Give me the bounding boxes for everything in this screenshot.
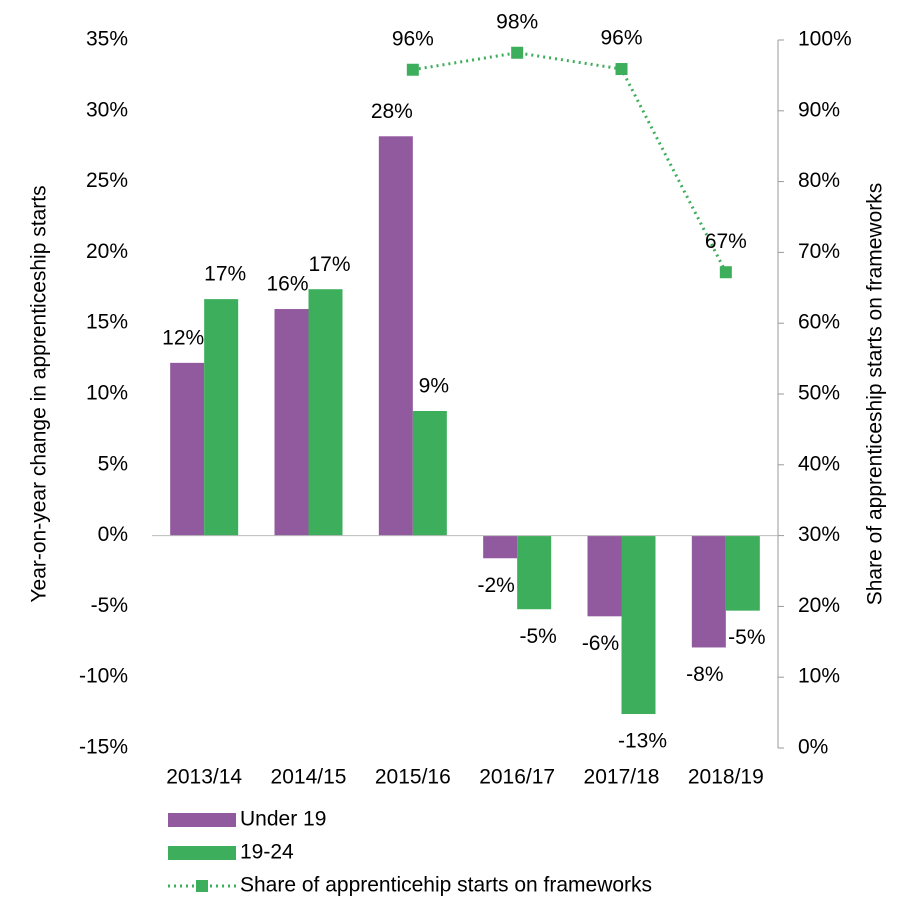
line-marker bbox=[406, 63, 419, 76]
bar bbox=[725, 535, 760, 611]
x-tick-label: 2017/18 bbox=[584, 766, 660, 789]
y2-tick-label: 90% bbox=[798, 98, 840, 121]
y2-tick-label: 80% bbox=[798, 169, 840, 192]
line bbox=[412, 51, 728, 273]
bar bbox=[378, 136, 413, 536]
y2-tick-label: 20% bbox=[798, 594, 840, 617]
y-tick-label: 10% bbox=[86, 382, 128, 405]
data-label: -6% bbox=[582, 632, 619, 655]
line-marker bbox=[511, 46, 524, 59]
y-tick-label: -10% bbox=[79, 665, 128, 688]
line-marker bbox=[615, 63, 628, 76]
legend-label: 19-24 bbox=[240, 841, 294, 864]
legend-swatch bbox=[168, 846, 236, 860]
y2-tick-label: 10% bbox=[798, 665, 840, 688]
legend-label: Under 19 bbox=[240, 808, 326, 831]
data-label: 98% bbox=[496, 10, 538, 33]
data-label: 67% bbox=[705, 230, 747, 253]
data-label: 12% bbox=[162, 326, 204, 349]
data-label: 17% bbox=[204, 263, 246, 286]
data-label: -5% bbox=[728, 626, 765, 649]
bar bbox=[274, 309, 309, 536]
data-label: 96% bbox=[392, 27, 434, 50]
data-label: 9% bbox=[419, 375, 449, 398]
data-label: -2% bbox=[477, 574, 514, 597]
y-tick-label: 15% bbox=[86, 311, 128, 334]
x-tick-label: 2013/14 bbox=[166, 766, 242, 789]
bar bbox=[170, 362, 205, 536]
y2-tick-label: 50% bbox=[798, 382, 840, 405]
data-label: 96% bbox=[600, 27, 642, 50]
data-label: -8% bbox=[686, 663, 723, 686]
y-tick-label: 5% bbox=[98, 452, 128, 475]
legend-label: Share of apprenticehip starts on framewo… bbox=[240, 874, 652, 897]
y2-tick-label: 30% bbox=[798, 523, 840, 546]
x-tick-label: 2014/15 bbox=[271, 766, 347, 789]
data-label: -5% bbox=[519, 625, 556, 648]
bar bbox=[412, 410, 447, 536]
y-tick-label: 20% bbox=[86, 240, 128, 263]
y-tick-label: 25% bbox=[86, 169, 128, 192]
line-marker bbox=[719, 266, 732, 279]
data-label: 16% bbox=[266, 273, 308, 296]
legend-swatch bbox=[168, 813, 236, 827]
y2-tick-label: 40% bbox=[798, 452, 840, 475]
data-label: -13% bbox=[618, 730, 667, 753]
y-tick-label: 35% bbox=[86, 28, 128, 51]
y2-tick-label: 60% bbox=[798, 311, 840, 334]
bar bbox=[587, 535, 622, 617]
y-tick-label: -15% bbox=[79, 736, 128, 759]
y-tick-label: 0% bbox=[98, 523, 128, 546]
x-tick-label: 2016/17 bbox=[479, 766, 555, 789]
bar bbox=[621, 535, 656, 715]
y-tick-label: -5% bbox=[91, 594, 128, 617]
x-tick-label: 2015/16 bbox=[375, 766, 451, 789]
y-tick-label: 30% bbox=[86, 98, 128, 121]
y-axis-title: Year-on-year change in apprenticeship st… bbox=[28, 185, 51, 602]
y2-tick-label: 0% bbox=[798, 736, 828, 759]
y2-tick-label: 70% bbox=[798, 240, 840, 263]
x-tick-label: 2018/19 bbox=[688, 766, 764, 789]
bar bbox=[204, 299, 239, 536]
bar bbox=[517, 535, 552, 610]
y2-axis-title: Share of apprenticeship starts on framew… bbox=[864, 183, 887, 606]
data-label: 17% bbox=[308, 253, 350, 276]
data-label: 28% bbox=[371, 100, 413, 123]
legend-marker bbox=[196, 880, 208, 892]
bar bbox=[691, 535, 726, 648]
y2-tick-label: 100% bbox=[798, 28, 852, 51]
bar bbox=[308, 289, 343, 536]
bar bbox=[483, 535, 518, 559]
